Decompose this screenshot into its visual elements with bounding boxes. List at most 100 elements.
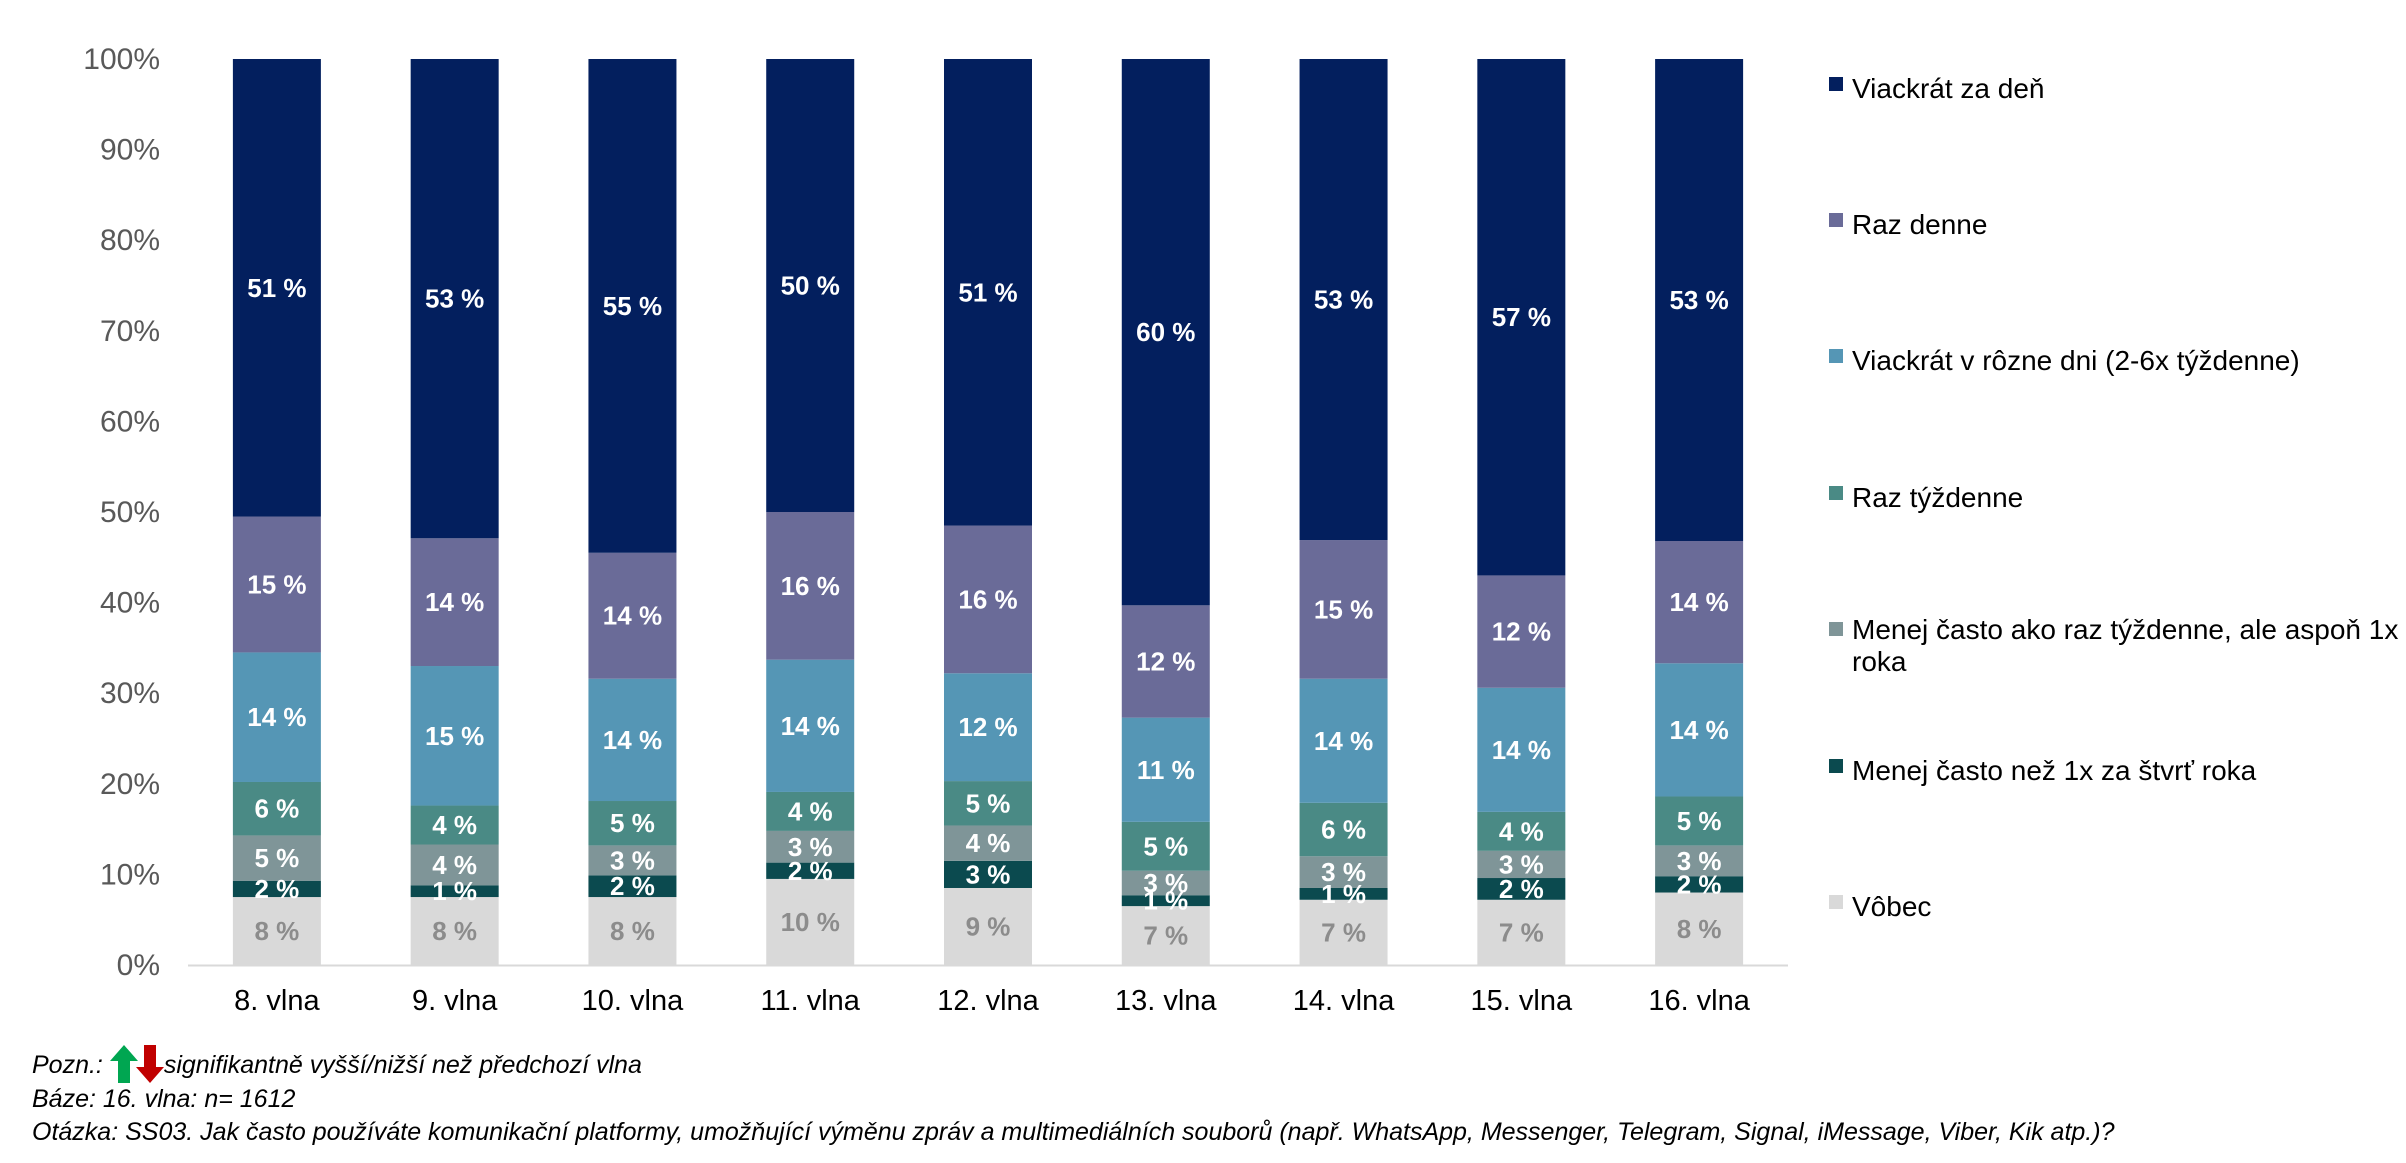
legend-item: Vôbec (1829, 891, 1931, 922)
bar-segment (944, 860, 1032, 888)
bar-segment (1299, 678, 1388, 803)
data-label: 5 % (1143, 831, 1188, 861)
legend-item: Raz týždenne (1829, 482, 2023, 513)
bar-segment (232, 897, 321, 965)
data-label: 7 % (1143, 921, 1188, 951)
data-label: 3 % (1499, 849, 1544, 879)
x-tick-label: 10. vlna (582, 985, 684, 1017)
bar-segment (588, 801, 677, 846)
data-label: 2 % (788, 856, 833, 886)
data-label: 8 % (432, 916, 477, 946)
legend-swatch (1829, 622, 1843, 636)
legend-item: Menej často než 1x za štvrť roka (1829, 755, 2257, 786)
bar-stack: 8 % 2 %5 % 6 % 14 % 15 % 51 % (232, 59, 321, 965)
legend-label: Menej často než 1x za štvrť roka (1852, 755, 2257, 786)
data-label: 14 % (603, 725, 662, 755)
data-label: 12 % (958, 712, 1017, 742)
data-label: 12 % (1136, 646, 1195, 676)
bar-segment (588, 552, 677, 679)
bar-segment (766, 512, 855, 660)
bar-stack: 8 %1 %4 %4 %15 %14 %53 % (410, 59, 499, 965)
data-label: 3 % (610, 845, 655, 875)
data-label: 14 % (1669, 587, 1728, 617)
data-label: 1 % (432, 876, 477, 906)
legend-item: Raz denne (1829, 209, 1987, 240)
data-label: 15 % (247, 569, 306, 599)
bar-segment (232, 516, 321, 653)
x-tick-label: 11. vlna (761, 985, 861, 1017)
bar-segment (944, 673, 1032, 782)
bar-segment (232, 781, 321, 836)
data-label: 15 % (425, 721, 484, 751)
legend-swatch (1829, 213, 1843, 227)
bar-segment (1299, 802, 1388, 857)
legend-swatch (1829, 349, 1843, 363)
legend-label: Vôbec (1852, 891, 1931, 922)
note-text: signifikantně vyšší/nižší než předchozí … (163, 1051, 642, 1079)
data-label: 5 % (1677, 806, 1722, 836)
legend-item: Viackrát za deň (1829, 73, 2045, 104)
bar-segment (410, 538, 499, 667)
bar-segment (1299, 856, 1388, 888)
legend-swatch (1829, 77, 1843, 91)
data-label: 11 % (1137, 755, 1195, 785)
y-tick-label: 0% (117, 949, 160, 982)
note-question: Otázka: SS03. Jak často používáte komuni… (32, 1118, 2115, 1146)
data-label: 57 % (1492, 302, 1551, 332)
data-label: 3 % (1677, 846, 1722, 876)
y-axis: 0% 10% 20% 30% 40% 50% 60% 70% 80% 90% 100% (83, 43, 160, 982)
arrow-down-icon (135, 1045, 164, 1083)
data-label: 14 % (1669, 715, 1728, 745)
legend-item: Menej často ako raz týždenne, ale aspoň … (1829, 614, 2406, 677)
note-significance: Pozn.: signifikantně vyšší/nižší než pře… (32, 1045, 2114, 1083)
bar-segment (1655, 892, 1744, 965)
data-label: 3 % (788, 832, 833, 862)
bar-segment (1477, 899, 1566, 965)
bar-segment (1655, 876, 1744, 893)
data-label: 5 % (610, 808, 655, 838)
x-tick-label: 12. vlna (937, 985, 1039, 1017)
data-label: 14 % (1314, 726, 1373, 756)
bar-stack: 8 % 2 %3 % 5 % 14 % 14 % 53 % (1655, 59, 1744, 965)
bar-segment (588, 59, 677, 553)
data-label: 60 % (1136, 317, 1195, 347)
bar-stack: 7 % 1 %3 % 5 % 11 % 12 % 60 % (1121, 59, 1210, 965)
bar-segment (588, 678, 677, 802)
data-label: 51 % (958, 277, 1017, 307)
legend-label: Viackrát v rôzne dni (2-6x týždenne) (1852, 345, 2300, 376)
x-tick-label: 9. vlna (412, 985, 498, 1017)
bar-segment (766, 791, 855, 831)
bar-segment (1655, 663, 1744, 797)
bar-stack: 9 % 3 %4 % 5 % 12 % 16 % 51 % (944, 59, 1032, 965)
bar-segment (944, 525, 1032, 674)
data-label: 5 % (966, 788, 1011, 818)
y-tick-label: 100% (83, 43, 160, 76)
bar-segment (1655, 796, 1744, 846)
x-tick-label: 16. vlna (1648, 985, 1750, 1017)
bar-stack: 8 % 2 %3 % 5 % 14 % 14 % 55 % (588, 59, 677, 965)
data-label: 7 % (1499, 917, 1544, 947)
y-tick-label: 70% (100, 315, 160, 348)
x-tick-label: 14. vlna (1293, 985, 1395, 1017)
bar-segment (1477, 878, 1566, 900)
bar-segment (588, 897, 677, 965)
bar-segment (944, 781, 1032, 826)
bar-segment (1655, 540, 1744, 664)
legend-label: Raz týždenne (1852, 482, 2023, 513)
data-label: 4 % (788, 796, 833, 826)
bar-segment (1655, 59, 1744, 541)
bar-segment (1299, 540, 1388, 679)
legend-swatch (1829, 486, 1843, 500)
data-label: 2 % (254, 874, 299, 904)
data-label: 6 % (254, 794, 299, 824)
data-label: 14 % (425, 587, 484, 617)
legend-label: Raz denne (1852, 209, 1987, 240)
data-label: 51 % (247, 273, 306, 303)
bar-segment (1477, 687, 1566, 812)
legend-swatch (1829, 895, 1843, 909)
data-label: 14 % (603, 601, 662, 631)
bar-segment (1121, 906, 1210, 965)
data-label: 7 % (1321, 917, 1366, 947)
legend: Viackrát za deň Raz denne Viackrát v rôzne… (1829, 73, 2406, 922)
data-label: 14 % (1492, 735, 1551, 765)
